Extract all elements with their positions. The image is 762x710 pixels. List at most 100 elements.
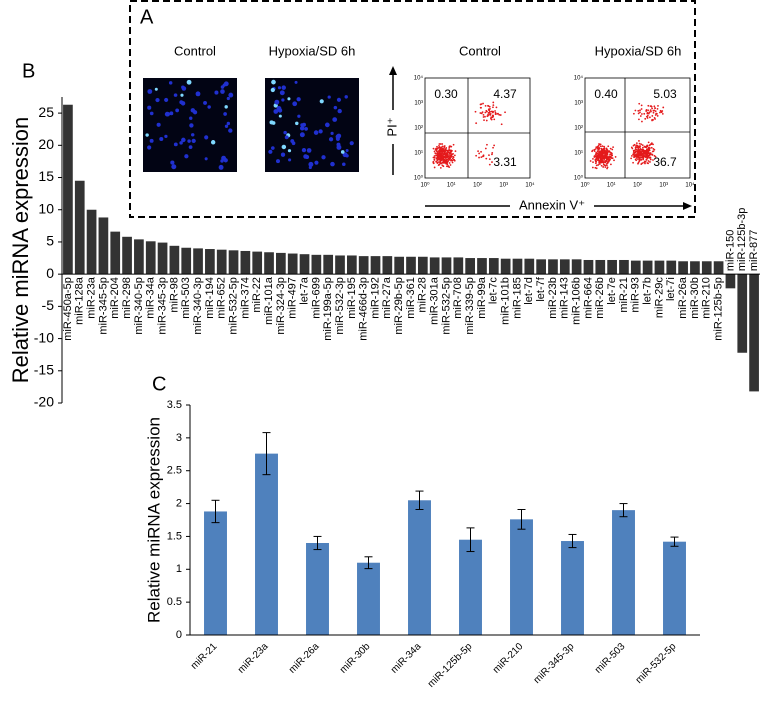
nucleus [218,164,224,170]
bar [205,249,215,275]
flow-event [646,162,649,164]
flow-event [445,152,448,155]
x-tick-label: miR-26b [594,277,606,319]
nucleus [321,155,326,160]
flow-event [490,110,493,113]
flow-event [605,156,608,158]
flow-event [442,165,445,168]
flow-event [475,122,478,125]
flow-event [651,115,654,117]
bar [548,259,558,275]
flow-event [609,147,612,150]
flow-event [443,145,446,147]
flow-event [647,141,650,144]
x-tick-label: miR-26a [677,276,689,318]
error-bar [619,503,628,518]
bar [459,539,482,635]
flow-event [635,142,638,145]
flow-event [607,151,610,153]
x-tick-label: miR-532-5p [227,277,239,334]
flow-event [491,152,494,154]
nucleus [173,93,178,97]
nucleus [278,114,282,118]
nucleus [294,80,298,84]
flow-event [487,113,489,116]
y-axis-label: Relative miRNA expression [8,117,33,384]
x-tick-label: miR-194 [204,277,216,319]
flow-event [500,123,503,126]
y-tick-label: 1 [176,563,182,575]
bar [358,256,369,275]
flow-title: Control [459,43,501,58]
micrograph [265,78,359,172]
flow-event [632,112,635,115]
flow-event [639,145,642,148]
flow-event [613,159,615,162]
quadrant-value: 5.03 [653,87,677,101]
x-tick-label: miR-374 [239,277,251,319]
bar [193,248,203,275]
nucleus [164,97,169,103]
flow-event [488,109,491,112]
x-tick-label: miR-199a-5p [322,277,334,341]
flow-event [642,155,645,158]
flow-event [650,146,653,149]
nucleus [279,90,285,96]
flow-event [597,153,600,155]
flow-event [595,164,598,167]
nucleus [154,87,158,91]
flow-event [661,113,664,115]
bar [406,256,416,275]
flow-event [601,153,604,156]
flow-event [491,110,494,113]
flow-event [639,109,641,112]
nucleus [224,124,229,128]
flow-event [485,119,488,122]
flow-event [642,157,645,160]
bar [204,511,227,635]
flow-event [488,158,491,161]
x-tick-label: miR-101b [500,277,512,325]
nucleus [281,144,287,150]
nucleus [190,133,195,137]
nucleus [222,83,226,87]
bar [370,256,381,275]
nucleus [313,130,319,135]
flow-event [630,157,633,160]
x-tick-label: miR-143 [559,277,571,319]
bar [642,260,653,275]
flow-event [604,166,607,168]
bar [737,274,748,353]
flow-event [649,152,652,154]
nucleus [192,110,198,115]
bar [394,256,405,275]
nucleus [195,91,201,97]
nucleus [296,97,301,102]
flow-event [638,102,641,105]
flow-event [632,144,635,147]
flow-event [482,155,484,158]
flow-event [637,109,640,112]
flow-event [594,153,597,156]
bar [663,541,686,635]
flow-event [589,160,592,162]
flow-tick-label: 10⁰ [580,182,590,189]
bar [169,245,180,275]
flow-event [643,161,645,164]
flow-event [637,149,639,152]
label-bg [510,198,594,214]
bar [678,261,688,275]
flow-event [600,159,603,162]
flow-event [644,160,647,163]
bar [110,231,121,275]
bar [287,253,298,275]
flow-tick-label: 10³ [659,183,668,189]
flow-event [635,150,638,153]
bar [276,252,286,275]
x-tick-label: miR-101a [263,276,275,325]
flow-event [635,159,638,162]
flow-event [652,147,655,150]
y-tick-label: 0 [46,265,54,281]
flow-event [637,112,640,115]
flow-event [448,146,451,149]
